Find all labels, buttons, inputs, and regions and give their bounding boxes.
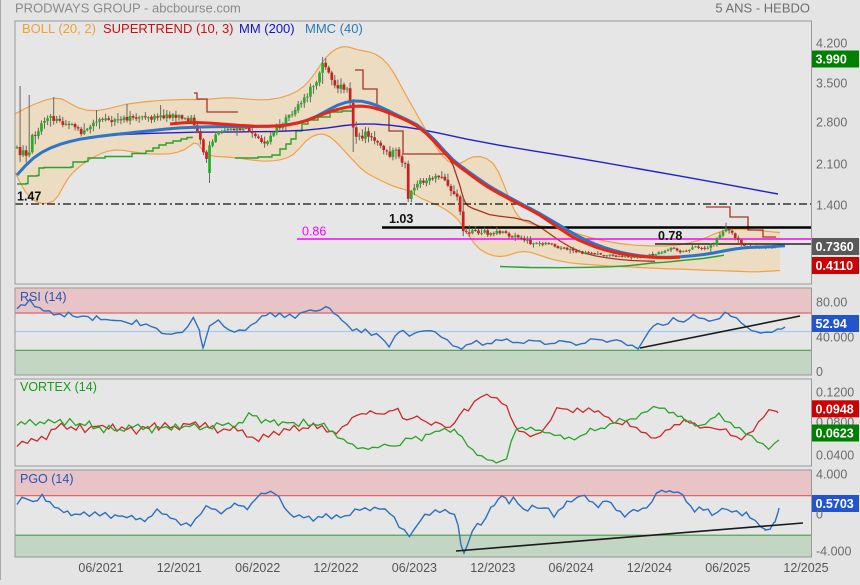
svg-text:3.500: 3.500 — [816, 77, 847, 91]
svg-text:BOLL (20, 2): BOLL (20, 2) — [22, 21, 96, 36]
svg-text:06/2021: 06/2021 — [78, 561, 123, 575]
svg-text:4.000: 4.000 — [816, 468, 847, 482]
svg-text:06/2024: 06/2024 — [549, 561, 594, 575]
svg-text:1.47: 1.47 — [17, 190, 41, 204]
svg-text:-4.000: -4.000 — [816, 545, 851, 559]
svg-text:12/2021: 12/2021 — [157, 561, 202, 575]
svg-text:0.0400: 0.0400 — [816, 449, 854, 463]
svg-text:0: 0 — [816, 365, 823, 379]
svg-text:RSI (14): RSI (14) — [20, 290, 67, 304]
svg-text:PGO (14): PGO (14) — [20, 472, 74, 486]
svg-text:0.7360: 0.7360 — [816, 240, 854, 254]
svg-text:06/2025: 06/2025 — [705, 561, 750, 575]
svg-text:0.78: 0.78 — [658, 229, 682, 243]
svg-text:1.400: 1.400 — [816, 199, 847, 213]
svg-text:0.5703: 0.5703 — [816, 497, 854, 511]
svg-text:0.86: 0.86 — [302, 225, 326, 239]
svg-text:SUPERTREND (10, 3): SUPERTREND (10, 3) — [103, 21, 234, 36]
svg-text:2.800: 2.800 — [816, 116, 847, 130]
svg-text:PRODWAYS GROUP - abcbourse.com: PRODWAYS GROUP - abcbourse.com — [15, 1, 241, 16]
svg-text:0.4110: 0.4110 — [816, 259, 854, 273]
svg-text:06/2023: 06/2023 — [392, 561, 437, 575]
svg-text:12/2024: 12/2024 — [627, 561, 672, 575]
svg-text:06/2022: 06/2022 — [235, 561, 280, 575]
svg-text:0: 0 — [816, 508, 823, 522]
svg-text:0.1200: 0.1200 — [816, 386, 854, 400]
svg-text:0.0623: 0.0623 — [816, 427, 854, 441]
svg-text:4.200: 4.200 — [816, 37, 847, 51]
svg-text:VORTEX (14): VORTEX (14) — [20, 380, 97, 394]
svg-text:MMC (40): MMC (40) — [305, 21, 363, 36]
svg-text:80.00: 80.00 — [816, 296, 847, 310]
svg-text:12/2022: 12/2022 — [313, 561, 358, 575]
svg-text:MM (200): MM (200) — [239, 21, 295, 36]
svg-text:5 ANS - HEBDO: 5 ANS - HEBDO — [715, 1, 810, 16]
svg-text:12/2025: 12/2025 — [783, 561, 828, 575]
svg-text:40.000: 40.000 — [816, 331, 854, 345]
svg-text:1.03: 1.03 — [389, 212, 413, 226]
svg-text:3.990: 3.990 — [816, 53, 847, 67]
svg-text:0.0948: 0.0948 — [816, 402, 854, 416]
svg-text:52.94: 52.94 — [816, 317, 847, 331]
svg-text:12/2023: 12/2023 — [470, 561, 515, 575]
svg-text:2.100: 2.100 — [816, 158, 847, 172]
